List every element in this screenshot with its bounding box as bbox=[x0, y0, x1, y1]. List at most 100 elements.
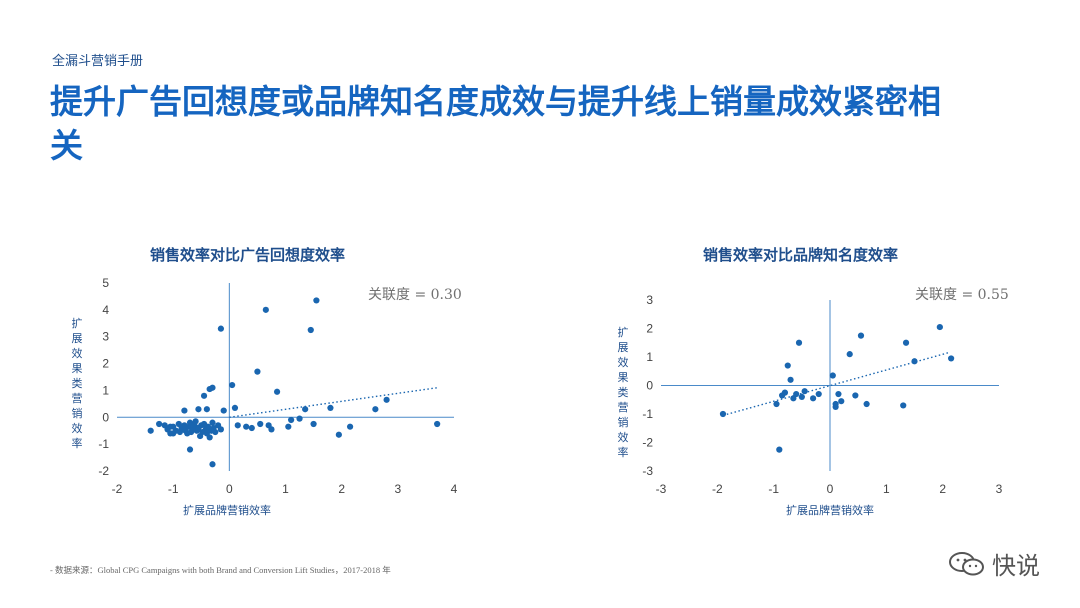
y-tick-label: 3 bbox=[646, 293, 653, 307]
data-point bbox=[852, 392, 859, 399]
data-point bbox=[902, 339, 910, 346]
data-point bbox=[829, 372, 836, 379]
data-point bbox=[863, 400, 870, 408]
data-point bbox=[798, 393, 805, 400]
chart-ylabel: 扩展效果类营销效率 bbox=[71, 317, 83, 450]
data-point bbox=[181, 407, 188, 414]
data-point bbox=[795, 339, 803, 346]
chart-xlabel: 扩展品牌营销效率 bbox=[786, 504, 874, 517]
data-point bbox=[787, 376, 794, 383]
y-tick-label: 4 bbox=[102, 303, 109, 317]
data-point bbox=[170, 430, 177, 437]
watermark-text: 快说 bbox=[992, 552, 1040, 580]
data-point bbox=[832, 403, 839, 410]
data-point bbox=[434, 420, 441, 428]
y-tick-label: 0 bbox=[646, 379, 653, 393]
data-point bbox=[835, 390, 842, 398]
x-tick-label: 3 bbox=[996, 482, 1003, 496]
x-tick-label: 0 bbox=[827, 482, 834, 496]
data-point bbox=[288, 416, 295, 424]
x-tick-label: 2 bbox=[338, 482, 345, 496]
data-point bbox=[243, 423, 250, 430]
data-point bbox=[773, 400, 780, 408]
data-point bbox=[296, 415, 303, 422]
data-point bbox=[234, 422, 241, 429]
y-tick-label: 5 bbox=[102, 276, 109, 290]
data-point bbox=[217, 426, 225, 433]
data-point bbox=[335, 431, 342, 438]
data-point bbox=[156, 420, 163, 428]
data-point bbox=[285, 423, 292, 430]
data-point bbox=[206, 434, 213, 441]
data-point bbox=[801, 388, 808, 395]
data-point bbox=[948, 355, 955, 362]
eyebrow-label: 全漏斗营销手册 bbox=[52, 54, 144, 69]
data-point bbox=[781, 389, 789, 396]
x-tick-label: -2 bbox=[112, 482, 123, 496]
data-point bbox=[192, 418, 199, 425]
data-point bbox=[815, 390, 822, 398]
chart-xlabel: 扩展品牌营销效率 bbox=[183, 504, 271, 517]
y-tick-label: -2 bbox=[98, 464, 109, 478]
data-point bbox=[195, 406, 202, 413]
data-point bbox=[900, 402, 907, 409]
data-point bbox=[220, 407, 227, 414]
page-title: 提升广告回想度或品牌知名度成效与提升线上销量成效紧密相关 bbox=[50, 82, 941, 165]
data-point bbox=[257, 420, 264, 428]
x-tick-label: 3 bbox=[394, 482, 401, 496]
y-tick-label: 1 bbox=[646, 350, 653, 364]
data-point bbox=[217, 325, 225, 332]
data-point bbox=[200, 392, 208, 399]
data-point bbox=[719, 410, 727, 418]
y-tick-label: -2 bbox=[642, 436, 653, 450]
watermark: 快说 bbox=[948, 546, 1040, 581]
data-point bbox=[268, 426, 275, 433]
y-tick-label: -1 bbox=[98, 437, 109, 451]
x-tick-label: 4 bbox=[451, 482, 458, 496]
data-point bbox=[262, 306, 269, 313]
data-point bbox=[793, 390, 800, 398]
y-tick-label: -1 bbox=[642, 407, 653, 421]
data-point bbox=[313, 297, 320, 304]
data-point bbox=[209, 384, 216, 391]
y-tick-label: 3 bbox=[102, 330, 109, 344]
y-tick-label: 2 bbox=[102, 357, 109, 371]
data-point bbox=[838, 398, 845, 405]
chart-ylabel: 扩展效果类营销效率 bbox=[617, 326, 629, 459]
correlation-annotation: 关联度 = 0.55 bbox=[915, 287, 1009, 303]
data-point bbox=[209, 461, 216, 468]
trend-line bbox=[229, 387, 438, 418]
data-point bbox=[776, 446, 783, 453]
x-tick-label: -3 bbox=[656, 482, 667, 496]
x-tick-label: 1 bbox=[883, 482, 890, 496]
x-tick-label: 1 bbox=[282, 482, 289, 496]
y-tick-label: 1 bbox=[102, 383, 109, 397]
x-tick-label: -2 bbox=[712, 482, 723, 496]
data-point bbox=[209, 419, 216, 426]
y-tick-label: -3 bbox=[642, 464, 653, 478]
data-point bbox=[254, 368, 261, 375]
data-point bbox=[936, 323, 943, 331]
wechat-icon bbox=[949, 551, 984, 575]
data-point bbox=[310, 420, 317, 428]
data-point bbox=[212, 428, 219, 436]
y-tick-label: 0 bbox=[102, 410, 109, 424]
data-point bbox=[327, 404, 334, 411]
x-tick-label: 0 bbox=[226, 482, 233, 496]
trend-line bbox=[722, 352, 949, 417]
data-point bbox=[147, 427, 154, 434]
x-tick-label: 2 bbox=[939, 482, 946, 496]
x-tick-label: -1 bbox=[768, 482, 779, 496]
data-point bbox=[231, 404, 239, 411]
data-point bbox=[846, 351, 853, 358]
data-point bbox=[273, 388, 281, 395]
data-point bbox=[346, 423, 354, 430]
data-point bbox=[307, 326, 314, 334]
data-point bbox=[810, 395, 817, 402]
data-point bbox=[372, 406, 379, 413]
data-point bbox=[302, 406, 309, 413]
data-point bbox=[186, 419, 194, 426]
data-point bbox=[186, 446, 194, 453]
data-point bbox=[167, 423, 174, 430]
